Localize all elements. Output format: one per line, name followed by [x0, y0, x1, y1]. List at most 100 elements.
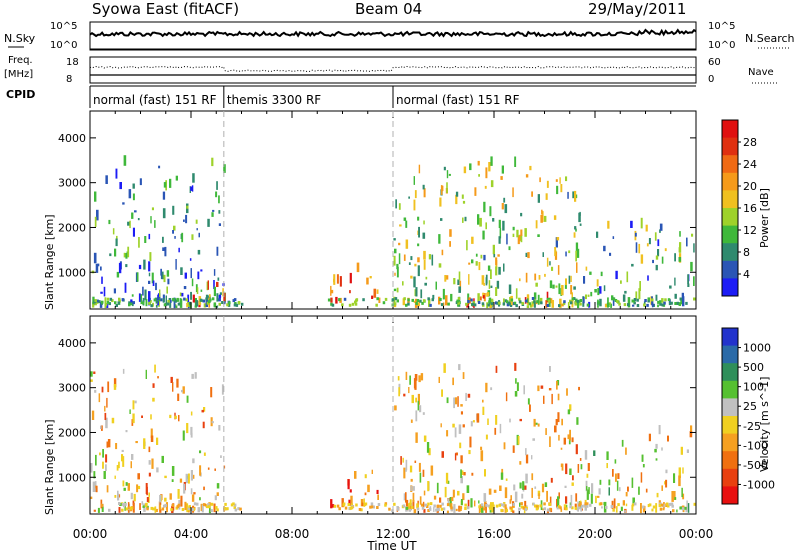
scatter-cell: [462, 217, 464, 223]
scatter-cell: [232, 502, 235, 506]
scatter-cell: [447, 498, 450, 505]
scatter-cell: [409, 505, 412, 510]
scatter-cell: [191, 373, 194, 379]
scatter-cell: [233, 506, 236, 510]
scatter-cell: [218, 223, 221, 226]
scatter-cell: [146, 497, 149, 502]
scatter-cell: [470, 421, 473, 427]
scatter-cell: [218, 302, 221, 306]
scatter-cell: [451, 496, 454, 502]
scatter-cell: [118, 262, 122, 274]
scatter-cell: [612, 508, 615, 512]
scatter-cell: [689, 431, 693, 438]
scatter-cell: [518, 300, 522, 304]
scatter-cell: [159, 298, 163, 302]
velocity-colorbar-tick-label: -100: [743, 439, 768, 452]
scatter-cell: [111, 299, 114, 303]
scatter-cell: [510, 495, 512, 501]
scatter-cell: [409, 499, 412, 506]
scatter-cell: [557, 393, 560, 401]
scatter-cell: [690, 425, 693, 435]
scatter-cell: [200, 289, 203, 292]
scatter-cell: [420, 373, 424, 381]
scatter-cell: [586, 489, 589, 500]
scatter-cell: [674, 293, 677, 299]
scatter-cell: [351, 302, 355, 306]
scatter-cell: [398, 253, 401, 265]
scatter-cell: [417, 216, 420, 221]
scatter-cell: [485, 503, 488, 507]
scatter-cell: [465, 302, 468, 306]
scatter-cell: [213, 280, 215, 289]
scatter-cell: [532, 438, 535, 441]
scatter-cell: [130, 492, 133, 500]
scatter-cell: [129, 220, 131, 229]
scatter-cell: [423, 435, 427, 442]
scatter-cell: [556, 381, 558, 390]
scatter-cell: [134, 400, 137, 404]
scatter-cell: [492, 244, 495, 255]
scatter-cell: [171, 503, 175, 507]
scatter-cell: [655, 458, 658, 461]
scatter-cell: [600, 502, 603, 506]
scatter-cell: [664, 248, 667, 252]
scatter-cell: [433, 504, 436, 508]
scatter-cell: [336, 504, 340, 508]
scatter-cell: [465, 392, 467, 401]
scatter-cell: [408, 196, 410, 199]
scatter-cell: [355, 503, 358, 507]
scatter-cell: [479, 296, 482, 301]
power-colorbar-swatch: [722, 243, 738, 262]
scatter-cell: [585, 294, 587, 300]
scatter-cell: [163, 274, 166, 283]
scatter-cell: [394, 248, 397, 254]
nave-series: [89, 65, 697, 72]
scatter-cell: [230, 503, 234, 507]
scatter-cell: [109, 297, 113, 301]
scatter-cell: [490, 285, 493, 288]
scatter-cell: [502, 220, 505, 231]
scatter-cell: [679, 242, 682, 253]
scatter-cell: [547, 508, 550, 512]
scatter-cell: [199, 465, 202, 476]
scatter-cell: [560, 447, 563, 450]
scatter-cell: [121, 298, 125, 302]
scatter-cell: [470, 298, 473, 302]
scatter-cell: [455, 194, 458, 205]
scatter-cell: [347, 503, 350, 507]
scatter-cell: [605, 505, 608, 509]
scatter-cell: [531, 473, 534, 481]
scatter-cell: [479, 505, 482, 513]
scatter-cell: [422, 501, 425, 508]
scatter-cell: [206, 301, 210, 305]
scatter-cell: [691, 233, 694, 237]
scatter-cell: [661, 485, 663, 491]
x-tick-label: 08:00: [275, 527, 310, 541]
scatter-cell: [192, 294, 195, 303]
scatter-cell: [177, 302, 181, 306]
scatter-cell: [565, 251, 567, 257]
scatter-cell: [576, 417, 579, 425]
scatter-cell: [499, 423, 502, 434]
scatter-cell: [417, 257, 420, 263]
scatter-cell: [183, 286, 187, 290]
scatter-cell: [525, 299, 528, 303]
scatter-cell: [590, 493, 593, 504]
scatter-cell: [671, 504, 674, 508]
scatter-cell: [192, 508, 196, 512]
scatter-cell: [145, 299, 148, 307]
scatter-cell: [422, 469, 425, 477]
scatter-cell: [609, 252, 612, 256]
scatter-cell: [154, 506, 157, 513]
cpid-mode-label: themis 3300 RF: [227, 93, 321, 107]
scatter-cell: [177, 393, 180, 401]
scatter-cell: [393, 255, 396, 266]
nsearch-label: N.Search: [745, 32, 795, 45]
scatter-cell: [440, 303, 444, 307]
scatter-cell: [428, 507, 432, 511]
scatter-cell: [680, 297, 683, 305]
scatter-cell: [163, 303, 167, 307]
scatter-cell: [400, 456, 402, 465]
scatter-cell: [490, 269, 492, 279]
scatter-cell: [443, 166, 446, 171]
